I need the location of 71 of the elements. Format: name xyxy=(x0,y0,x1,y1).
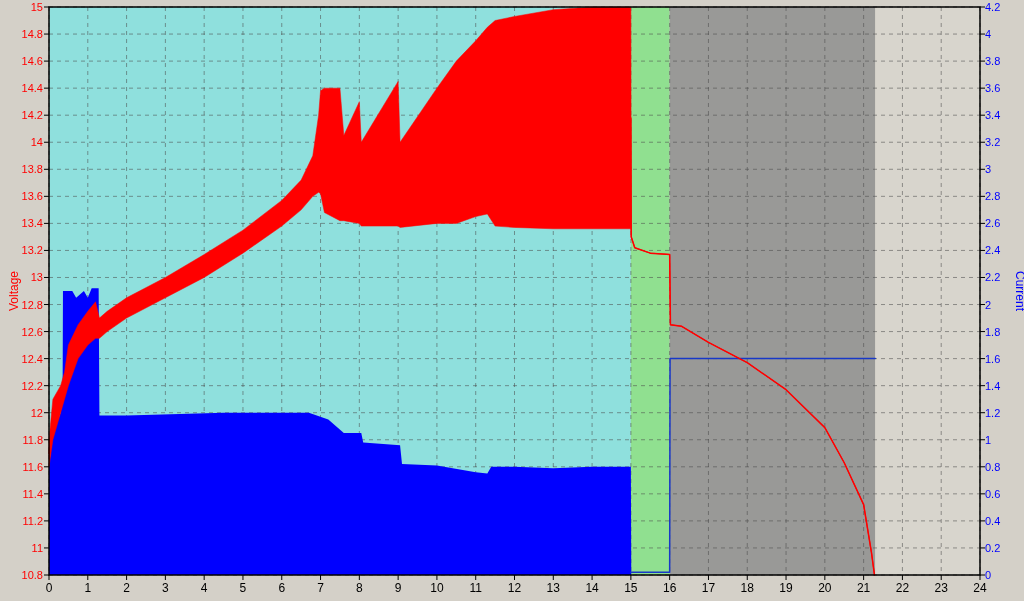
y-tick-label: 13 xyxy=(30,271,43,284)
y-tick-label: 12.2 xyxy=(21,379,43,392)
x-tick-label: 19 xyxy=(779,581,794,595)
y2-tick-label: 3.2 xyxy=(985,136,1001,149)
y2-tick-label: 3.8 xyxy=(985,55,1001,68)
y-tick-label: 11.4 xyxy=(22,487,43,500)
x-tick-label: 6 xyxy=(278,581,286,595)
y-tick-label: 13.8 xyxy=(21,163,43,176)
y2-tick-label: 1.6 xyxy=(985,352,1001,365)
x-tick-label: 15 xyxy=(624,581,638,595)
y2-tick-label: 2.4 xyxy=(985,244,1001,257)
x-tick-label: 20 xyxy=(818,581,832,595)
y-tick-label: 11 xyxy=(31,541,43,554)
x-tick-label: 0 xyxy=(45,581,53,595)
y-tick-label: 14.6 xyxy=(21,55,43,68)
x-tick-label: 5 xyxy=(239,581,247,595)
y2-axis-title: Current xyxy=(1013,270,1024,312)
x-tick-label: 23 xyxy=(934,581,949,595)
y2-tick-label: 0.4 xyxy=(985,514,1001,527)
y-tick-label: 11.8 xyxy=(22,433,43,446)
y2-tick-label: 1.2 xyxy=(985,406,1001,419)
x-tick-label: 3 xyxy=(162,581,170,595)
y2-tick-label: 1.8 xyxy=(985,325,1001,338)
y-tick-label: 14.2 xyxy=(21,109,43,122)
x-tick-label: 11 xyxy=(469,581,483,595)
y2-tick-label: 0.2 xyxy=(985,541,1001,554)
y2-tick-label: 3.6 xyxy=(985,82,1001,95)
x-tick-label: 13 xyxy=(546,581,561,595)
y-tick-label: 13.6 xyxy=(21,190,43,203)
y2-tick-label: 0.6 xyxy=(985,487,1001,500)
y2-tick-label: 3.4 xyxy=(985,109,1001,122)
y-tick-label: 11.6 xyxy=(22,460,43,473)
y2-tick-label: 1.4 xyxy=(985,379,1001,392)
x-tick-label: 8 xyxy=(355,581,363,595)
y-tick-label: 12.4 xyxy=(21,352,43,365)
y-tick-label: 13.2 xyxy=(21,244,43,257)
y-tick-label: 13.4 xyxy=(21,217,43,230)
x-tick-label: 14 xyxy=(585,581,600,595)
y-axis-title: Voltage xyxy=(7,270,21,312)
y-tick-label: 11.2 xyxy=(22,514,43,527)
y2-tick-label: 2.6 xyxy=(985,217,1001,230)
y-tick-label: 14.8 xyxy=(21,28,43,41)
x-tick-label: 10 xyxy=(430,581,444,595)
y2-tick-label: 0 xyxy=(985,569,992,581)
y2-tick-label: 4.2 xyxy=(985,1,1001,13)
y2-tick-label: 2.8 xyxy=(985,190,1001,203)
y-tick-label: 12.8 xyxy=(21,298,43,311)
x-tick-label: 7 xyxy=(317,581,325,595)
x-tick-label: 1 xyxy=(84,581,92,595)
y2-tick-label: 4 xyxy=(985,28,992,41)
x-tick-label: 24 xyxy=(973,581,987,595)
y-tick-label: 12 xyxy=(30,406,43,419)
x-tick-label: 16 xyxy=(662,581,677,595)
x-tick-label: 21 xyxy=(856,581,871,595)
x-tick-label: 22 xyxy=(895,581,910,595)
y-tick-label: 14.4 xyxy=(21,82,43,95)
x-tick-label: 2 xyxy=(123,581,131,595)
y2-tick-label: 1 xyxy=(985,433,992,446)
y-tick-label: 10.8 xyxy=(21,569,43,581)
y2-tick-label: 0.8 xyxy=(985,460,1001,473)
y2-tick-label: 2.2 xyxy=(985,271,1001,284)
x-tick-label: 17 xyxy=(701,581,716,595)
y2-tick-label: 3 xyxy=(985,163,992,176)
x-tick-label: 9 xyxy=(394,581,402,595)
x-tick-label: 4 xyxy=(200,581,208,595)
y2-tick-label: 2 xyxy=(985,298,992,311)
x-tick-label: 18 xyxy=(740,581,755,595)
y-tick-label: 14 xyxy=(30,136,43,149)
y-tick-label: 12.6 xyxy=(21,325,43,338)
x-tick-label: 12 xyxy=(507,581,522,595)
y-tick-label: 15 xyxy=(30,1,43,13)
